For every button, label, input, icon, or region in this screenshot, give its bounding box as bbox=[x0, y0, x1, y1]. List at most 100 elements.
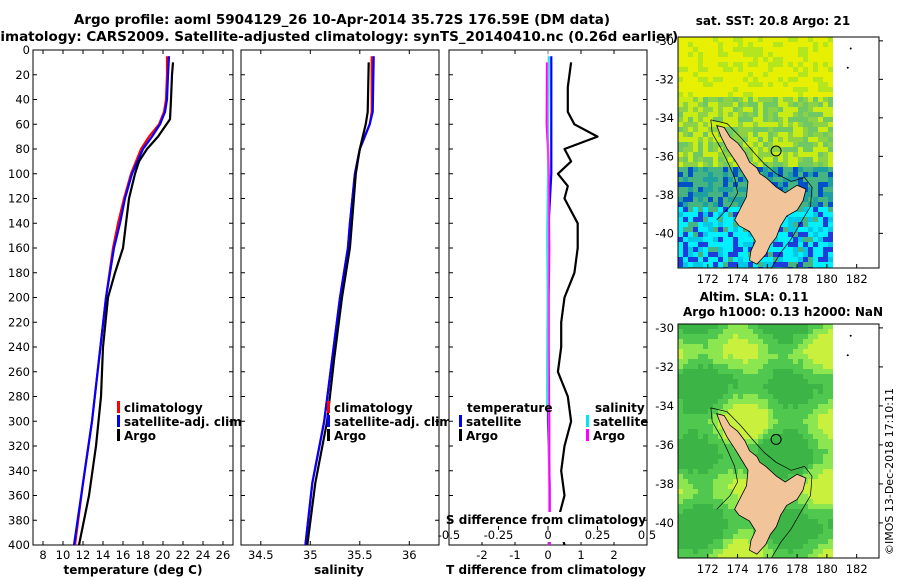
heatmap-cell bbox=[763, 434, 768, 439]
heatmap-cell bbox=[708, 534, 713, 539]
heatmap-cell bbox=[708, 92, 713, 97]
heatmap-cell bbox=[683, 52, 688, 57]
heatmap-cell bbox=[773, 379, 778, 384]
heatmap-cell bbox=[688, 67, 693, 72]
map-xtick-label: 182 bbox=[846, 562, 868, 576]
temperature-xlabel: temperature (deg C) bbox=[64, 563, 203, 577]
heatmap-cell bbox=[828, 222, 833, 227]
heatmap-cell bbox=[718, 464, 723, 469]
heatmap-cell bbox=[713, 529, 718, 534]
heatmap-cell bbox=[728, 52, 733, 57]
heatmap-cell bbox=[748, 132, 753, 137]
heatmap-cell bbox=[703, 484, 708, 489]
heatmap-cell bbox=[828, 232, 833, 237]
heatmap-cell bbox=[828, 334, 833, 339]
heatmap-cell bbox=[678, 212, 683, 217]
heatmap-cell bbox=[768, 539, 773, 544]
heatmap-cell bbox=[813, 444, 818, 449]
heatmap-cell bbox=[718, 137, 723, 142]
heatmap-cell bbox=[688, 409, 693, 414]
heatmap-cell bbox=[803, 429, 808, 434]
heatmap-cell bbox=[688, 384, 693, 389]
heatmap-cell bbox=[828, 82, 833, 87]
heatmap-cell bbox=[793, 544, 798, 549]
heatmap-cell bbox=[813, 474, 818, 479]
heatmap-cell bbox=[693, 137, 698, 142]
heatmap-cell bbox=[783, 364, 788, 369]
heatmap-cell bbox=[778, 429, 783, 434]
heatmap-cell bbox=[718, 364, 723, 369]
heatmap-cell bbox=[768, 177, 773, 182]
map-ytick-label: -34 bbox=[655, 399, 674, 413]
heatmap-cell bbox=[703, 419, 708, 424]
heatmap-cell bbox=[798, 364, 803, 369]
island-dot bbox=[849, 334, 852, 337]
heatmap-cell bbox=[703, 37, 708, 42]
heatmap-cell bbox=[828, 374, 833, 379]
heatmap-cell bbox=[758, 92, 763, 97]
heatmap-cell bbox=[733, 102, 738, 107]
heatmap-cell bbox=[758, 107, 763, 112]
heatmap-cell bbox=[713, 192, 718, 197]
heatmap-cell bbox=[798, 157, 803, 162]
heatmap-cell bbox=[743, 434, 748, 439]
heatmap-cell bbox=[748, 439, 753, 444]
heatmap-cell bbox=[743, 232, 748, 237]
heatmap-cell bbox=[803, 147, 808, 152]
heatmap-cell bbox=[808, 509, 813, 514]
heatmap-cell bbox=[788, 519, 793, 524]
heatmap-cell bbox=[743, 87, 748, 92]
heatmap-cell bbox=[803, 112, 808, 117]
heatmap-cell bbox=[703, 394, 708, 399]
heatmap-cell bbox=[698, 217, 703, 222]
heatmap-cell bbox=[803, 489, 808, 494]
heatmap-cell bbox=[793, 354, 798, 359]
heatmap-cell bbox=[793, 359, 798, 364]
heatmap-cell bbox=[748, 92, 753, 97]
heatmap-cell bbox=[713, 344, 718, 349]
heatmap-cell bbox=[743, 349, 748, 354]
heatmap-cell bbox=[688, 162, 693, 167]
heatmap-cell bbox=[778, 142, 783, 147]
heatmap-cell bbox=[713, 117, 718, 122]
heatmap-cell bbox=[723, 147, 728, 152]
heatmap-cell bbox=[748, 374, 753, 379]
heatmap-cell bbox=[683, 42, 688, 47]
heatmap-cell bbox=[743, 484, 748, 489]
heatmap-cell bbox=[828, 499, 833, 504]
heatmap-cell bbox=[708, 504, 713, 509]
heatmap-cell bbox=[683, 549, 688, 554]
heatmap-cell bbox=[703, 519, 708, 524]
heatmap-cell bbox=[748, 77, 753, 82]
heatmap-cell bbox=[723, 232, 728, 237]
heatmap-cell bbox=[753, 122, 758, 127]
heatmap-cell bbox=[813, 449, 818, 454]
heatmap-cell bbox=[773, 132, 778, 137]
heatmap-cell bbox=[703, 454, 708, 459]
heatmap-cell bbox=[688, 222, 693, 227]
heatmap-cell bbox=[773, 172, 778, 177]
heatmap-cell bbox=[678, 359, 683, 364]
heatmap-cell bbox=[738, 429, 743, 434]
heatmap-cell bbox=[793, 77, 798, 82]
map-xtick-label: 176 bbox=[756, 562, 778, 576]
heatmap-cell bbox=[708, 67, 713, 72]
heatmap-cell bbox=[758, 117, 763, 122]
heatmap-cell bbox=[778, 414, 783, 419]
heatmap-cell bbox=[688, 87, 693, 92]
heatmap-cell bbox=[723, 252, 728, 257]
heatmap-cell bbox=[713, 394, 718, 399]
legend-swatch-s-satellite bbox=[586, 415, 589, 427]
heatmap-cell bbox=[808, 137, 813, 142]
heatmap-cell bbox=[723, 187, 728, 192]
heatmap-cell bbox=[803, 434, 808, 439]
heatmap-cell bbox=[678, 42, 683, 47]
ytick-label: 0 bbox=[23, 43, 30, 57]
heatmap-cell bbox=[818, 67, 823, 72]
sst-map-frame bbox=[677, 36, 880, 269]
heatmap-cell bbox=[728, 484, 733, 489]
heatmap-cell bbox=[728, 339, 733, 344]
heatmap-cell bbox=[748, 147, 753, 152]
heatmap-cell bbox=[828, 122, 833, 127]
heatmap-cell bbox=[728, 389, 733, 394]
